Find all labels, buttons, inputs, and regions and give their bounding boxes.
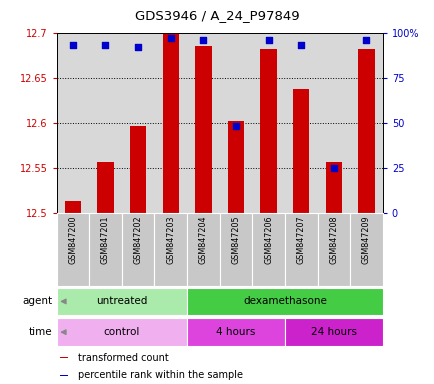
Text: agent: agent bbox=[22, 296, 52, 306]
Bar bbox=[60, 374, 68, 376]
Bar bbox=[325, 162, 341, 213]
Text: percentile rank within the sample: percentile rank within the sample bbox=[78, 370, 242, 380]
Point bbox=[297, 42, 304, 48]
Text: GSM847207: GSM847207 bbox=[296, 215, 305, 264]
Text: control: control bbox=[103, 327, 140, 337]
Bar bbox=[56, 213, 89, 286]
Bar bbox=[284, 213, 317, 286]
Text: dexamethasone: dexamethasone bbox=[243, 296, 326, 306]
Point bbox=[69, 42, 76, 48]
Text: GSM847208: GSM847208 bbox=[329, 215, 338, 264]
Bar bbox=[56, 318, 187, 346]
Bar bbox=[195, 46, 211, 213]
Point bbox=[362, 37, 369, 43]
Text: GSM847202: GSM847202 bbox=[133, 215, 142, 264]
Bar bbox=[260, 49, 276, 213]
Bar bbox=[219, 213, 252, 286]
Text: 24 hours: 24 hours bbox=[310, 327, 356, 337]
Bar bbox=[284, 318, 382, 346]
Bar bbox=[358, 49, 374, 213]
Bar bbox=[227, 121, 243, 213]
Text: time: time bbox=[29, 327, 52, 337]
Point bbox=[135, 44, 141, 50]
Point bbox=[167, 35, 174, 41]
Bar bbox=[349, 213, 382, 286]
Bar bbox=[317, 213, 349, 286]
Text: GSM847203: GSM847203 bbox=[166, 215, 175, 264]
Bar bbox=[187, 213, 219, 286]
Text: GDS3946 / A_24_P97849: GDS3946 / A_24_P97849 bbox=[135, 9, 299, 22]
Text: GSM847201: GSM847201 bbox=[101, 215, 110, 264]
Bar bbox=[154, 213, 187, 286]
Point bbox=[102, 42, 108, 48]
Point bbox=[199, 37, 207, 43]
Text: untreated: untreated bbox=[96, 296, 147, 306]
Bar bbox=[293, 89, 309, 213]
Bar bbox=[162, 33, 178, 213]
Bar bbox=[97, 162, 113, 213]
Text: GSM847206: GSM847206 bbox=[263, 215, 273, 264]
Bar bbox=[89, 213, 122, 286]
Point bbox=[232, 123, 239, 129]
Text: 4 hours: 4 hours bbox=[216, 327, 255, 337]
Bar bbox=[56, 288, 187, 315]
Text: transformed count: transformed count bbox=[78, 353, 168, 363]
Bar bbox=[187, 288, 382, 315]
Text: GSM847200: GSM847200 bbox=[68, 215, 77, 264]
Bar bbox=[252, 213, 284, 286]
Bar bbox=[187, 318, 284, 346]
Bar bbox=[60, 357, 68, 359]
Bar bbox=[130, 126, 146, 213]
Text: GSM847209: GSM847209 bbox=[361, 215, 370, 264]
Bar bbox=[65, 201, 81, 213]
Bar bbox=[122, 213, 154, 286]
Point bbox=[265, 37, 272, 43]
Text: GSM847205: GSM847205 bbox=[231, 215, 240, 264]
Text: GSM847204: GSM847204 bbox=[198, 215, 207, 264]
Point bbox=[330, 165, 337, 171]
